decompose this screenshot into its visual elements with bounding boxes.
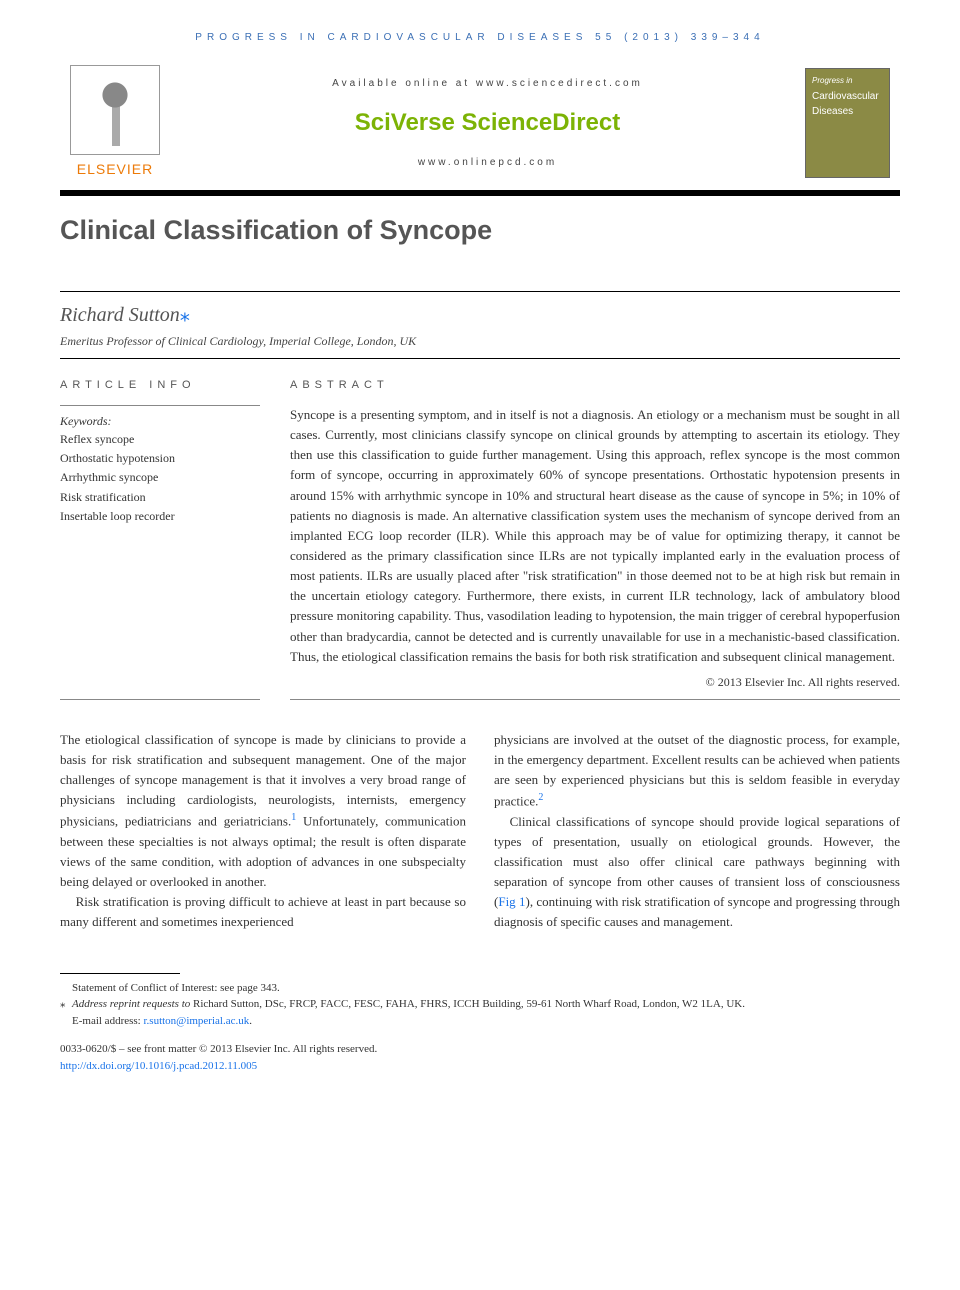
body-text: ), continuing with risk stratification o… xyxy=(494,894,900,929)
cover-top-line: Progress in xyxy=(812,75,883,87)
author-name: Richard Sutton⁎ xyxy=(60,300,900,330)
rule-above-author xyxy=(60,291,900,292)
thick-rule xyxy=(60,190,900,196)
body-paragraph: The etiological classification of syncop… xyxy=(60,730,466,892)
body-column-right: physicians are involved at the outset of… xyxy=(494,730,900,933)
masthead-center: Available online at www.sciencedirect.co… xyxy=(170,76,805,170)
keyword-item: Reflex syncope xyxy=(60,430,260,449)
availability-text: Available online at www.sciencedirect.co… xyxy=(170,76,805,91)
doi-block: 0033-0620/$ – see front matter © 2013 El… xyxy=(60,1041,900,1074)
keywords-rule xyxy=(60,405,260,406)
article-info-heading: ARTICLE INFO xyxy=(60,377,260,394)
rule-below-author xyxy=(60,358,900,359)
author-affiliation: Emeritus Professor of Clinical Cardiolog… xyxy=(60,332,900,350)
email-label: E-mail address: xyxy=(72,1015,143,1027)
abstract-text: Syncope is a presenting symptom, and in … xyxy=(290,405,900,667)
footnote-rule xyxy=(60,973,180,974)
publisher-block: ELSEVIER xyxy=(60,65,170,180)
left-closing-rule xyxy=(60,699,260,700)
right-closing-rule xyxy=(290,699,900,700)
article-title: Clinical Classification of Syncope xyxy=(60,210,900,251)
front-matter-line: 0033-0620/$ – see front matter © 2013 El… xyxy=(60,1041,900,1058)
info-abstract-row: ARTICLE INFO Keywords: Reflex syncope Or… xyxy=(60,377,900,691)
keyword-item: Orthostatic hypotension xyxy=(60,449,260,468)
cover-main-1: Cardiovascular xyxy=(812,89,883,104)
journal-cover-thumb: Progress in Cardiovascular Diseases xyxy=(805,68,890,178)
figure-ref[interactable]: Fig 1 xyxy=(498,894,525,909)
abstract-copyright: © 2013 Elsevier Inc. All rights reserved… xyxy=(290,673,900,691)
platform-brand: SciVerse ScienceDirect xyxy=(170,105,805,141)
footnote-correspondence: ⁎Address reprint requests to Richard Sut… xyxy=(60,996,900,1013)
corresp-text: Richard Sutton, DSc, FRCP, FACC, FESC, F… xyxy=(190,998,745,1010)
citation-ref[interactable]: 2 xyxy=(538,792,543,803)
body-column-left: The etiological classification of syncop… xyxy=(60,730,466,933)
body-text: Risk stratification is proving difficult… xyxy=(60,894,466,929)
keyword-item: Insertable loop recorder xyxy=(60,507,260,526)
author-text: Richard Sutton xyxy=(60,304,180,326)
page-root: PROGRESS IN CARDIOVASCULAR DISEASES 55 (… xyxy=(0,0,960,1114)
footnote-email: E-mail address: r.sutton@imperial.ac.uk. xyxy=(72,1013,900,1030)
publisher-tree-icon xyxy=(70,65,160,155)
email-period: . xyxy=(249,1015,252,1027)
doi-link[interactable]: http://dx.doi.org/10.1016/j.pcad.2012.11… xyxy=(60,1060,257,1072)
keywords-label: Keywords: xyxy=(60,412,260,430)
abstract-column: ABSTRACT Syncope is a presenting symptom… xyxy=(290,377,900,691)
journal-cover: Progress in Cardiovascular Diseases xyxy=(805,68,900,178)
masthead: ELSEVIER Available online at www.science… xyxy=(60,65,900,180)
footnote-conflict: Statement of Conflict of Interest: see p… xyxy=(60,980,900,997)
body-paragraph: Clinical classifications of syncope shou… xyxy=(494,812,900,933)
body-columns: The etiological classification of syncop… xyxy=(60,730,900,933)
author-mark[interactable]: ⁎ xyxy=(180,304,190,326)
body-paragraph: Risk stratification is proving difficult… xyxy=(60,892,466,932)
cover-main-2: Diseases xyxy=(812,104,883,119)
body-paragraph: physicians are involved at the outset of… xyxy=(494,730,900,812)
running-header: PROGRESS IN CARDIOVASCULAR DISEASES 55 (… xyxy=(60,30,900,45)
journal-site[interactable]: www.onlinepcd.com xyxy=(170,155,805,170)
article-info-column: ARTICLE INFO Keywords: Reflex syncope Or… xyxy=(60,377,260,691)
corresp-label: Address reprint requests to xyxy=(72,998,190,1010)
publisher-name: ELSEVIER xyxy=(60,159,170,180)
conflict-text: Statement of Conflict of Interest: see p… xyxy=(72,982,280,994)
closing-rules-row xyxy=(60,691,900,700)
corresp-mark: ⁎ xyxy=(60,996,72,1013)
keyword-item: Risk stratification xyxy=(60,488,260,507)
abstract-heading: ABSTRACT xyxy=(290,377,900,394)
email-link[interactable]: r.sutton@imperial.ac.uk xyxy=(143,1015,249,1027)
keyword-item: Arrhythmic syncope xyxy=(60,468,260,487)
body-text: physicians are involved at the outset of… xyxy=(494,732,900,809)
